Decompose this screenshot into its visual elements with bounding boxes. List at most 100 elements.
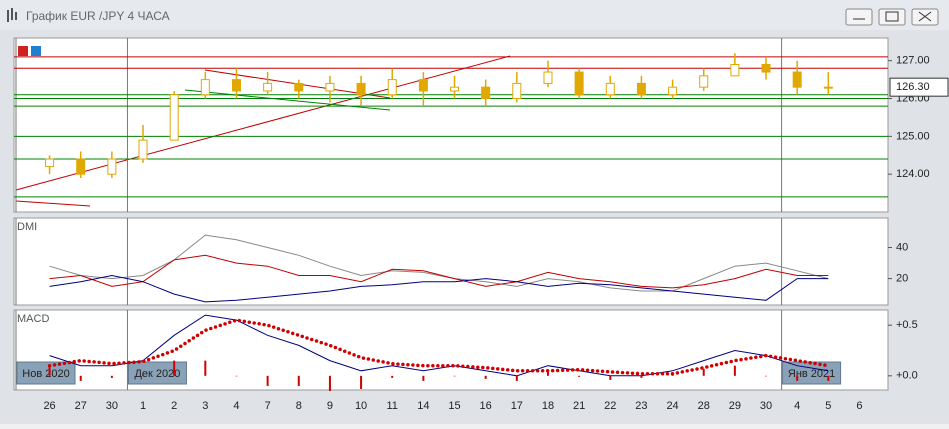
candle-body — [107, 158, 117, 175]
candle-body — [231, 79, 241, 92]
trend-line — [184, 89, 391, 111]
histogram-bar — [796, 375, 799, 381]
series-line — [47, 318, 831, 376]
app-icon — [7, 8, 17, 22]
candle-body — [325, 82, 335, 92]
x-tick-label: 28 — [698, 400, 710, 412]
x-tick-label: 4 — [233, 400, 239, 412]
x-tick-label: 9 — [327, 400, 333, 412]
x-tick-label: 16 — [480, 400, 492, 412]
panel-title: MACD — [17, 313, 49, 325]
x-tick-label: 30 — [760, 400, 772, 412]
candle-body — [76, 158, 86, 175]
x-tick-label: 22 — [604, 400, 616, 412]
x-tick-label: 4 — [794, 400, 800, 412]
month-label-box — [127, 361, 187, 385]
panel-title: DMI — [17, 221, 37, 233]
x-tick-label: 6 — [856, 400, 862, 412]
x-tick-label: 18 — [542, 400, 554, 412]
histogram-bar — [546, 370, 549, 376]
histogram-bar — [733, 365, 736, 376]
histogram-bar — [79, 375, 82, 381]
y-tick-label: +0.0 — [896, 370, 918, 382]
candle-body — [605, 82, 615, 96]
button-glyphs — [853, 11, 932, 22]
x-tick-label: 24 — [666, 400, 678, 412]
histogram-bar — [297, 375, 300, 386]
candle-body — [699, 75, 709, 88]
x-tick-label: 5 — [825, 400, 831, 412]
month-label: Дек 2020 — [134, 368, 180, 380]
histogram-bar — [266, 375, 269, 386]
last-price-box — [889, 77, 949, 97]
candle-body — [730, 63, 740, 77]
maximize-button[interactable] — [878, 8, 906, 26]
x-tick-label: 21 — [573, 400, 585, 412]
candle-body — [356, 82, 366, 96]
candle-body — [263, 82, 273, 92]
trend-line — [15, 200, 91, 207]
x-tick-label: 11 — [387, 400, 398, 412]
y-tick-label: +0.5 — [896, 319, 918, 331]
price-panel — [13, 37, 889, 213]
color-icon[interactable] — [18, 46, 28, 56]
histogram-bar — [671, 372, 674, 376]
candle-body — [294, 82, 304, 92]
series-line — [49, 274, 829, 303]
month-label: Янв 2021 — [788, 368, 835, 380]
histogram-bar — [360, 375, 363, 389]
histogram-bar — [827, 375, 830, 381]
x-tick-label: 15 — [448, 400, 460, 412]
color-icon[interactable] — [31, 46, 41, 56]
candle-body — [418, 79, 428, 92]
histogram-bar — [142, 374, 145, 376]
window-title: График EUR /JPY 4 ЧАСА — [26, 9, 170, 23]
histogram-bar — [235, 375, 238, 377]
month-label-box — [16, 361, 76, 385]
histogram-bar — [204, 360, 207, 376]
candle-body — [45, 158, 55, 168]
candle-body — [512, 82, 522, 100]
series-line — [49, 314, 829, 377]
candle-body — [387, 79, 397, 96]
y-tick-label: 127.00 — [896, 55, 930, 67]
x-tick-label: 2 — [171, 400, 177, 412]
candle-body — [450, 86, 460, 92]
histogram-bar — [578, 375, 581, 377]
histogram-bar — [484, 375, 487, 379]
x-tick-label: 17 — [511, 400, 523, 412]
series-line — [49, 254, 829, 289]
x-tick-label: 29 — [729, 400, 741, 412]
candle-body — [574, 71, 584, 96]
y-tick-label: 40 — [896, 241, 908, 253]
last-price-label: 126.30 — [896, 81, 930, 93]
y-tick-label: 20 — [896, 272, 908, 284]
x-tick-label: 30 — [106, 400, 118, 412]
title-bar — [0, 0, 949, 30]
histogram-bar — [328, 375, 331, 392]
histogram-bar — [640, 375, 643, 378]
trend-line — [15, 55, 511, 191]
x-tick-label: 8 — [296, 400, 302, 412]
candle-body — [543, 71, 553, 84]
candle-body — [200, 79, 210, 96]
x-tick-label: 14 — [417, 400, 429, 412]
month-label: Нов 2020 — [22, 368, 69, 380]
histogram-bar — [391, 375, 394, 378]
x-tick-label: 26 — [43, 400, 55, 412]
dmi-panel — [13, 217, 889, 306]
x-tick-label: 7 — [265, 400, 271, 412]
histogram-bar — [609, 375, 612, 380]
histogram-bar — [48, 365, 51, 376]
x-tick-label: 23 — [635, 400, 647, 412]
x-tick-label: 1 — [140, 400, 146, 412]
x-tick-label: 27 — [75, 400, 87, 412]
x-tick-label: 3 — [202, 400, 208, 412]
series-line — [49, 234, 829, 292]
histogram-bar — [173, 360, 176, 376]
minimize-button[interactable] — [845, 8, 873, 26]
histogram-bar — [515, 375, 518, 381]
candle-body — [823, 86, 833, 89]
candle-body — [138, 139, 148, 160]
histogram-bar — [765, 375, 768, 377]
